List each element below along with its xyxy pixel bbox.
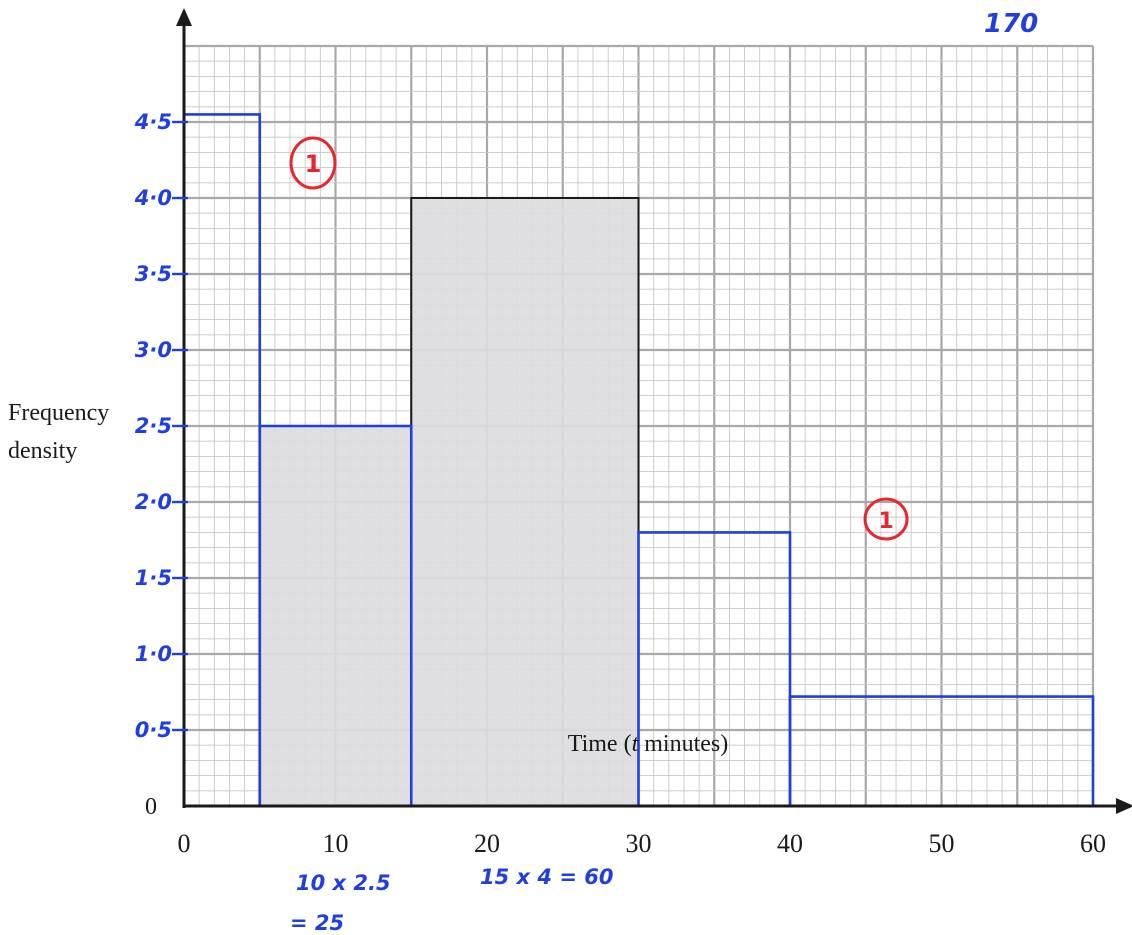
mark-1-circle-icon (289, 136, 337, 190)
y-tick-label: 0·5 (135, 718, 172, 742)
y-tick-label: 1·0 (135, 642, 172, 666)
printed-bar-0 (258, 425, 413, 807)
x-tick-label: 60 (1080, 829, 1106, 858)
y-zero-label: 0 (145, 794, 157, 820)
y-tick-label: 4·5 (134, 110, 172, 134)
calc-annotation-1-line-2: = 25 (290, 911, 344, 935)
x-tick-label: 40 (777, 829, 803, 858)
mark-2-label: 1 (878, 509, 893, 534)
printed-bar-1 (410, 197, 640, 807)
mark-2-circle-icon (863, 497, 909, 541)
mark-2: 1 (863, 497, 909, 541)
y-tick-label: 2·0 (135, 490, 172, 514)
calc-annotation-1-line-1: 10 x 2.5 (296, 871, 391, 895)
y-axis-label-line-2: density (8, 438, 77, 464)
x-tick-labels: 0 10 20 30 40 50 60 (178, 829, 1107, 858)
y-tick-label: 4·0 (134, 186, 172, 210)
drawn-bar-1 (258, 424, 413, 806)
y-tick-labels: 0·5 1·0 1·5 2·0 2·5 3·0 3·5 4·0 4·5 (134, 110, 188, 742)
x-tick-label: 30 (626, 829, 652, 858)
y-tick-label: 3·0 (135, 338, 172, 362)
y-axis-label-line-1: Frequency (8, 400, 109, 426)
y-tick-label: 3·5 (135, 262, 172, 286)
axes (176, 8, 1132, 814)
y-tick-label: 1·5 (135, 566, 172, 590)
y-axis-arrow-icon (176, 8, 192, 26)
x-tick-label: 20 (474, 829, 500, 858)
drawn-bar-2 (637, 531, 792, 806)
x-axis-label: Time (t minutes) (568, 731, 728, 757)
x-axis-arrow-icon (1116, 798, 1132, 814)
mark-1: 1 (289, 136, 337, 190)
x-tick-label: 0 (178, 829, 191, 858)
drawn-bar-3 (788, 695, 1095, 806)
mark-1-label: 1 (305, 150, 322, 178)
y-tick-label: 2·5 (135, 414, 172, 438)
calc-annotation-2: 15 x 4 = 60 (480, 865, 613, 889)
x-tick-label: 10 (323, 829, 349, 858)
x-tick-label: 50 (929, 829, 955, 858)
total-annotation: 170 (984, 9, 1038, 39)
drawn-bar-0 (182, 113, 262, 806)
